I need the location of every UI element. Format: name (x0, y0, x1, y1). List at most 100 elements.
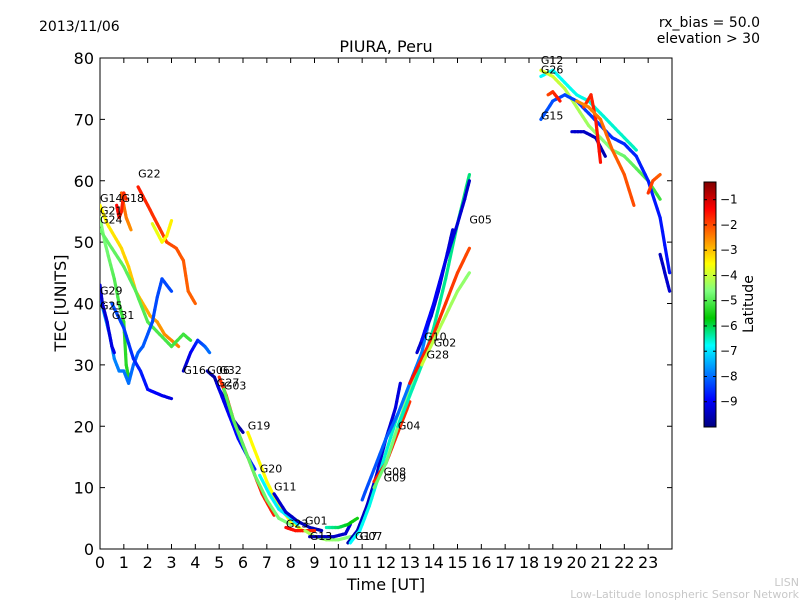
satellite-label-g28: G28 (427, 349, 450, 362)
x-tick-label: 21 (590, 553, 610, 572)
series-segment (397, 381, 402, 391)
axis-ticks: 0 1 2 3 4 5 6 7 8 9 10 11 12 13 14 15 16 17 18 19 20 21 22 2301… (74, 49, 672, 572)
series-g18b (115, 191, 128, 220)
colorbar-ticks: −9 −8 −7 −6 −5 −4 −3 −2 −1 (704, 193, 738, 409)
series-g22b (150, 219, 174, 244)
series-segment (449, 231, 457, 244)
series-segment (655, 193, 662, 201)
series-segment (665, 257, 672, 275)
y-tick-label: 40 (74, 295, 94, 314)
series-segment (191, 298, 197, 306)
satellite-label-g16: G16 (183, 364, 206, 377)
x-tick-label: 6 (238, 553, 248, 572)
x-tick-label: 10 (328, 553, 348, 572)
x-tick-label: 20 (566, 553, 586, 572)
satellite-label-g25: G25 (100, 300, 123, 313)
x-tick-label: 17 (495, 553, 515, 572)
satellite-label-g31: G31 (112, 309, 135, 322)
colorbar-tick-label: −6 (720, 319, 738, 333)
satellite-label-g19: G19 (248, 419, 271, 432)
y-tick-label: 10 (74, 479, 94, 498)
chart-title: PIURA, Peru (339, 37, 432, 56)
series-g16 (181, 338, 212, 373)
rx-bias-label: rx_bias = 50.0 (659, 15, 760, 31)
satellite-label-g09: G09 (384, 472, 407, 485)
series-segment (597, 150, 603, 164)
series-segment (663, 243, 669, 261)
series-segment (594, 117, 599, 132)
satellite-label-g10: G10 (424, 330, 447, 343)
series-g15f (646, 173, 662, 195)
series-segment (168, 219, 174, 227)
colorbar-tick-label: −5 (720, 294, 738, 308)
series-segment (466, 179, 471, 187)
series-segment (601, 150, 607, 158)
series-segment (449, 235, 457, 253)
series-g24 (100, 228, 193, 349)
series-layer (100, 68, 672, 545)
x-tick-label: 23 (638, 553, 658, 572)
series-segment (449, 228, 455, 240)
x-tick-label: 14 (423, 553, 443, 572)
series-segment (405, 400, 412, 411)
series-segment (432, 291, 439, 306)
series-segment (123, 341, 128, 356)
series-segment (441, 258, 448, 273)
colorbar-tick-label: −2 (720, 218, 738, 232)
satellite-label-g20: G20 (260, 462, 283, 475)
x-tick-label: 18 (519, 553, 539, 572)
colorbar-tick-label: −4 (720, 268, 738, 282)
series-segment (444, 263, 451, 281)
series-g28 (408, 246, 471, 385)
series-segment (435, 301, 442, 318)
satellite-label-g13: G13 (310, 530, 333, 543)
series-segment (123, 352, 128, 367)
x-tick-label: 2 (143, 553, 153, 572)
series-segment (294, 521, 300, 527)
y-axis-label: TEC [UNITS] (51, 255, 70, 353)
series-segment (447, 240, 454, 253)
series-g05 (420, 179, 471, 342)
x-tick-label: 7 (262, 553, 272, 572)
series-segment (384, 452, 391, 465)
y-tick-label: 0 (84, 540, 94, 559)
series-segment (660, 229, 667, 247)
colorbar-tick-label: −3 (720, 243, 738, 257)
satellite-label-g15: G15 (541, 109, 564, 122)
series-segment (390, 433, 397, 447)
series-segment (556, 97, 562, 103)
series-segment (405, 387, 412, 401)
series-g22 (136, 185, 197, 306)
x-tick-label: 16 (471, 553, 491, 572)
satellite-label-g03: G03 (224, 379, 247, 392)
series-g28b (420, 271, 471, 367)
colorbar-tick-label: −8 (720, 369, 738, 383)
satellite-label-g29: G29 (100, 284, 123, 297)
y-tick-label: 30 (74, 356, 94, 375)
y-tick-label: 80 (74, 49, 94, 68)
series-segment (345, 535, 352, 540)
series-g01b (324, 516, 359, 530)
satellite-label-g04: G04 (398, 419, 421, 432)
series-segment (387, 443, 394, 456)
series-segment (420, 329, 427, 342)
series-segment (435, 280, 442, 295)
x-tick-label: 3 (166, 553, 176, 572)
colorbar-tick-label: −1 (720, 193, 738, 207)
series-segment (438, 289, 445, 306)
y-tick-label: 70 (74, 110, 94, 129)
satellite-label-g02: G02 (434, 337, 457, 350)
series-segment (656, 173, 662, 178)
satellite-label-g27: G27 (217, 376, 240, 389)
series-segment (251, 464, 257, 471)
satellite-label-g08: G08 (384, 465, 407, 478)
x-tick-label: 5 (214, 553, 224, 572)
x-tick-label: 4 (190, 553, 200, 572)
series-segment (441, 277, 448, 293)
series-segment (423, 320, 430, 333)
satellite-label-g06: G06 (207, 364, 230, 377)
series-g31 (110, 301, 174, 401)
series-segment (444, 249, 451, 263)
series-segment (187, 337, 193, 342)
